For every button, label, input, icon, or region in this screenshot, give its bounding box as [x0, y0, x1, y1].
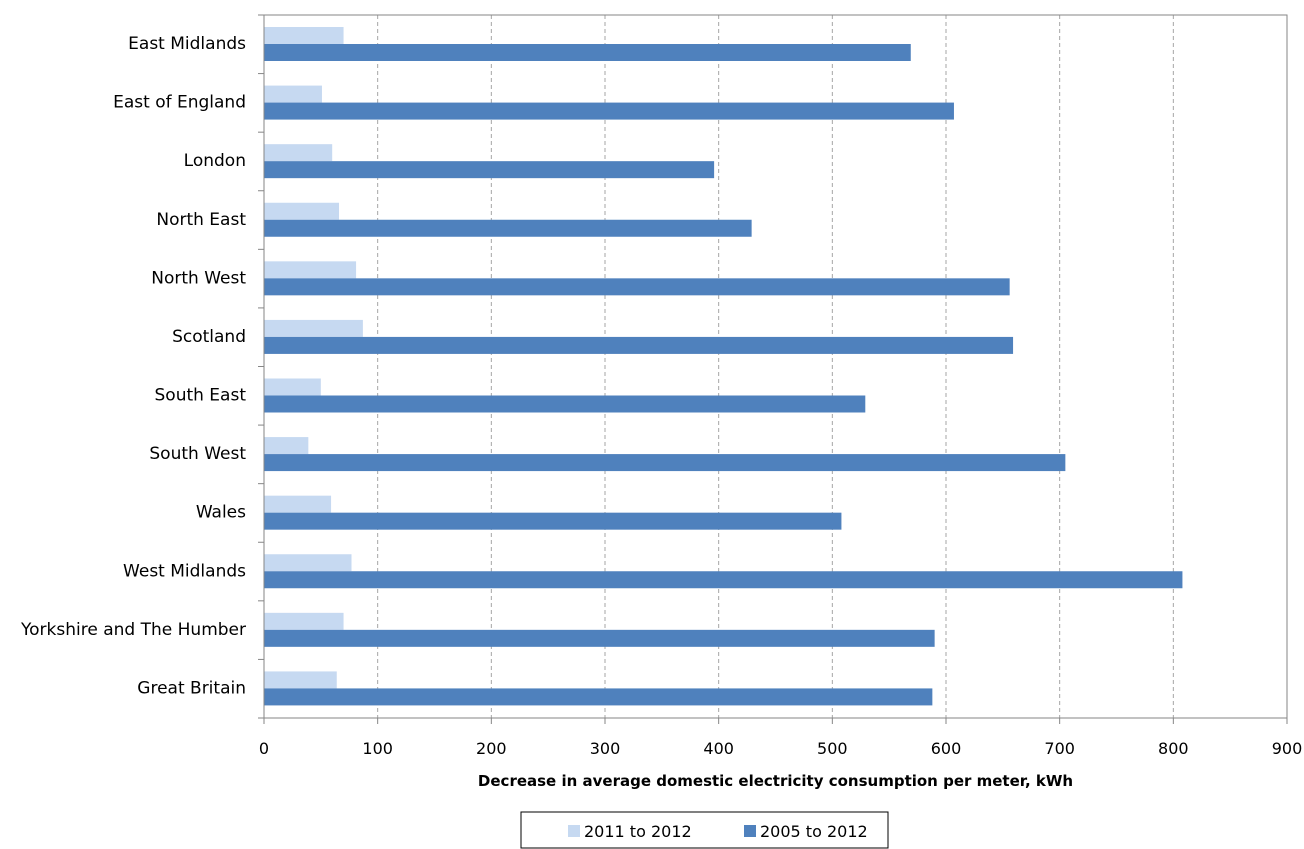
axes — [258, 14, 1288, 724]
x-tick-label: 400 — [703, 739, 734, 758]
category-label: East Midlands — [128, 34, 246, 54]
bar-series2 — [264, 571, 1183, 589]
x-tick-label: 100 — [362, 739, 393, 758]
bar-series2 — [264, 219, 752, 237]
bar-series1 — [264, 671, 337, 689]
bar-series2 — [264, 512, 842, 530]
x-tick-label: 900 — [1272, 739, 1303, 758]
x-tick-label: 0 — [259, 739, 269, 758]
category-label: South East — [155, 386, 247, 406]
bar-series2 — [264, 336, 1014, 354]
legend-box — [520, 811, 889, 849]
category-label: Wales — [196, 503, 246, 523]
bar-series2 — [264, 395, 866, 413]
category-label: North East — [156, 210, 246, 230]
bar-series2 — [264, 278, 1010, 296]
plot-area-border — [263, 14, 1288, 719]
bar-series1 — [264, 202, 340, 220]
category-label: Yorkshire and The Humber — [20, 620, 246, 640]
x-axis-title: Decrease in average domestic electricity… — [478, 772, 1073, 790]
bar-series2 — [264, 44, 911, 61]
bar-series2 — [264, 102, 954, 120]
legend-swatch — [744, 825, 756, 837]
legend-label: 2005 to 2012 — [760, 822, 868, 841]
bar-series1 — [264, 261, 357, 279]
x-tick-label: 200 — [476, 739, 507, 758]
gridlines — [377, 15, 1174, 718]
x-tick-label: 800 — [1158, 739, 1189, 758]
bar-series1 — [264, 144, 333, 162]
x-tick-labels: 0 100 200 300 400 500 600 700 800 900 — [259, 739, 1302, 758]
category-labels: East Midlands East of England London North … — [20, 34, 246, 698]
bar-series1 — [264, 612, 344, 630]
legend: 2011 to 2012 2005 to 2012 — [520, 811, 889, 849]
category-label: Great Britain — [137, 678, 246, 698]
bar-series1 — [264, 378, 321, 396]
x-tick-label: 600 — [931, 739, 962, 758]
x-tick-label: 500 — [817, 739, 848, 758]
bar-series2 — [264, 629, 935, 647]
legend-swatch — [568, 825, 580, 837]
x-tick-label: 300 — [590, 739, 621, 758]
category-label: Scotland — [172, 327, 246, 347]
category-label: North West — [151, 268, 246, 288]
bar-series2 — [264, 688, 933, 706]
bar-series2 — [264, 454, 1066, 472]
bar-series1 — [264, 27, 344, 44]
x-tick-label: 700 — [1044, 739, 1075, 758]
bar-series1 — [264, 437, 309, 455]
bar-series1 — [264, 554, 352, 572]
category-label: West Midlands — [123, 561, 246, 581]
bars — [264, 27, 1183, 706]
legend-label: 2011 to 2012 — [584, 822, 692, 841]
category-label: South West — [149, 444, 246, 464]
bar-series1 — [264, 319, 363, 337]
category-label: London — [184, 151, 246, 171]
category-label: East of England — [113, 93, 246, 113]
bar-series2 — [264, 161, 715, 179]
bar-series1 — [264, 495, 332, 513]
bar-series1 — [264, 85, 322, 103]
